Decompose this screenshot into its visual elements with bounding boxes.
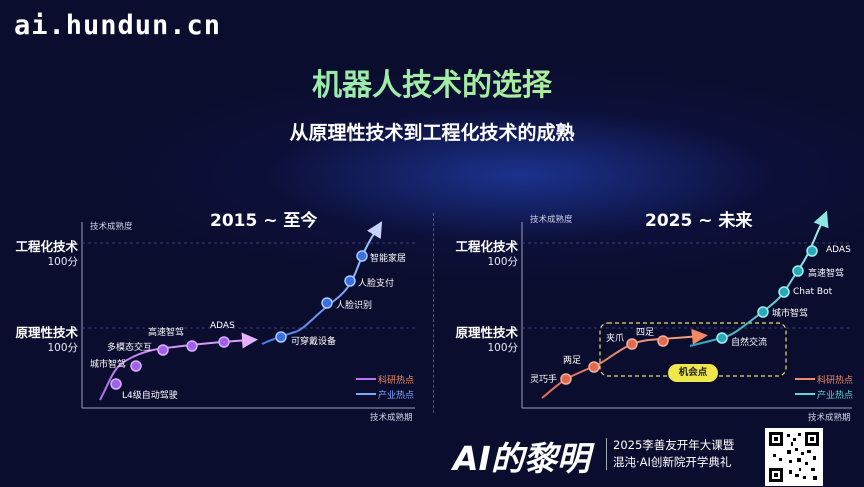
right-level-high-sub: 100分 [487, 256, 518, 268]
right-point-highway [792, 265, 804, 277]
right-label-biped: 两足 [563, 356, 582, 366]
qr-code[interactable] [765, 428, 823, 486]
right-label-gripper: 夹爪 [606, 334, 625, 344]
left-label-l4: L4级自动驾驶 [122, 391, 178, 401]
left-point-smart-home [356, 250, 368, 262]
right-points [560, 245, 818, 385]
brand-divider [606, 438, 607, 470]
left-point-city [130, 360, 142, 372]
right-level-high: 工程化技术 [455, 239, 518, 254]
right-label-city: 城市智驾 [772, 309, 809, 319]
right-legend [795, 378, 815, 395]
right-label-chatbot: Chat Bot [793, 287, 833, 297]
left-label-adas: ADAS [210, 321, 235, 331]
right-industry-curve [689, 210, 829, 347]
panel-divider [433, 213, 435, 413]
right-x-axis-label: 技术成熟期 [808, 413, 851, 423]
left-legend-industry: 产业热点 [378, 391, 415, 401]
right-level-low: 原理性技术 [455, 325, 518, 340]
right-label-quadruped: 四足 [636, 328, 655, 338]
right-legend-industry: 产业热点 [817, 391, 854, 401]
left-panel-title: 2015 ~ 至今 [210, 211, 318, 231]
left-level-high-sub: 100分 [47, 256, 78, 268]
page-subtitle: 从原理性技术到工程化技术的成熟 [289, 122, 575, 144]
left-label-multimodal: 多模态交互 [107, 343, 153, 353]
left-level-low: 原理性技术 [15, 325, 78, 340]
right-point-gripper [626, 338, 638, 350]
left-label-city: 城市智驾 [90, 360, 127, 370]
left-points [110, 250, 368, 390]
left-x-axis-label: 技术成熟期 [370, 413, 413, 423]
left-label-face-rec: 人脸识别 [336, 301, 373, 311]
left-point-wearable [275, 331, 287, 343]
right-label-adas: ADAS [826, 245, 851, 255]
left-level-high: 工程化技术 [15, 239, 78, 254]
left-research-curve [99, 332, 258, 401]
right-legend-research: 科研热点 [817, 376, 854, 386]
right-point-adas [806, 245, 818, 257]
left-point-face-rec [321, 297, 333, 309]
right-y-axis-label: 技术成熟度 [530, 215, 573, 225]
right-axes [521, 222, 852, 409]
left-label-smart-home: 智能家居 [370, 254, 407, 264]
left-label-face-pay: 人脸支付 [358, 279, 395, 289]
right-point-chatbot [778, 286, 790, 298]
left-point-face-pay [344, 275, 356, 287]
left-legend [356, 378, 376, 395]
page-title: 机器人技术的选择 [0, 60, 864, 104]
course-title-line2: 混沌·AI创新院开学典礼 [613, 455, 732, 469]
qr-code-graphic [767, 430, 821, 484]
right-label-natural-talk: 自然交流 [731, 338, 768, 348]
left-point-l4 [110, 378, 122, 390]
left-point-adas [218, 336, 230, 348]
brand-logo: AI的黎明 [453, 439, 590, 478]
right-level-low-sub: 100分 [487, 342, 518, 354]
right-point-quadruped [657, 335, 669, 347]
right-point-natural-talk [716, 332, 728, 344]
left-point-highway [186, 340, 198, 352]
right-label-highway: 高速智驾 [808, 269, 845, 279]
right-point-biped [588, 361, 600, 373]
course-title-line1: 2025李善友开年大课暨 [613, 438, 735, 452]
left-label-highway: 高速智驾 [148, 328, 185, 338]
opportunity-badge: 机会点 [668, 364, 718, 382]
right-point-city [757, 306, 769, 318]
right-point-hand [560, 373, 572, 385]
left-label-wearable: 可穿戴设备 [291, 337, 337, 347]
left-level-low-sub: 100分 [47, 342, 78, 354]
left-legend-research: 科研热点 [378, 376, 415, 386]
watermark: ai.hundun.cn [14, 10, 222, 41]
right-label-hand: 灵巧手 [530, 375, 558, 385]
left-axes [81, 222, 415, 409]
right-panel-title: 2025 ~ 未来 [645, 211, 753, 231]
left-y-axis-label: 技术成熟度 [90, 222, 133, 232]
left-point-multimodal [157, 344, 169, 356]
